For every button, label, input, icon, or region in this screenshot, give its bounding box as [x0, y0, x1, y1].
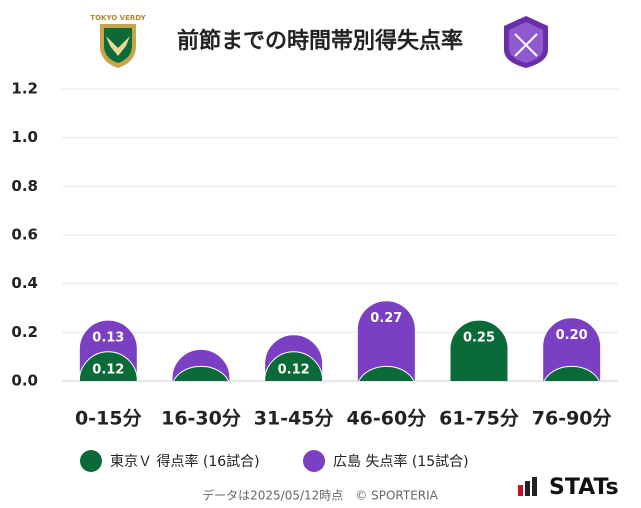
value-label: 0.13 [92, 331, 124, 346]
value-label: 0.27 [370, 311, 402, 326]
x-tick-label: 76-90分 [532, 408, 612, 430]
y-tick-label: 0.0 [11, 372, 38, 390]
y-tick-label: 0.8 [11, 177, 38, 195]
bar-segment [543, 365, 600, 381]
value-label: 0.12 [278, 362, 310, 377]
value-label: 0.25 [463, 331, 495, 346]
verdy-logo: TOKYO VERDY [90, 14, 147, 68]
y-tick-label: 1.0 [11, 128, 38, 146]
brand: STATs [549, 475, 619, 500]
bar-segment [78, 351, 138, 381]
x-tick-label: 0-15分 [75, 408, 142, 430]
y-tick-label: 0.4 [11, 274, 38, 292]
x-tick-label: 61-75分 [439, 408, 519, 430]
y-tick-label: 0.6 [11, 226, 38, 244]
logo-text: TOKYO VERDY [90, 14, 146, 22]
bars [78, 300, 602, 381]
y-tick-label: 0.2 [11, 323, 38, 341]
value-label: 0.20 [556, 328, 588, 343]
bar-segment [449, 319, 509, 381]
legend-label: 東京Ｖ 得点率 (16試合) [110, 453, 260, 470]
legend-label: 広島 失点率 (15試合) [333, 453, 469, 470]
y-tick-label: 1.2 [11, 80, 38, 98]
x-tick-label: 16-30分 [161, 408, 241, 430]
bar-segment [264, 351, 324, 381]
legend-swatch [303, 450, 325, 472]
chart-title: 前節までの時間帯別得失点率 [177, 28, 463, 54]
bar-segment [358, 365, 415, 381]
x-tick-label: 46-60分 [346, 408, 426, 430]
bar-segment [356, 300, 416, 381]
bar-segment [542, 317, 602, 381]
sanfrecce-logo [504, 16, 548, 68]
value-label: 0.12 [92, 362, 124, 377]
stats-logo: STATs [518, 475, 619, 500]
x-tick-label: 31-45分 [254, 408, 334, 430]
legend-swatch [80, 450, 102, 472]
footer: データは2025/05/12時点 © SPORTERIA [202, 488, 439, 503]
bar-segment [173, 365, 229, 381]
